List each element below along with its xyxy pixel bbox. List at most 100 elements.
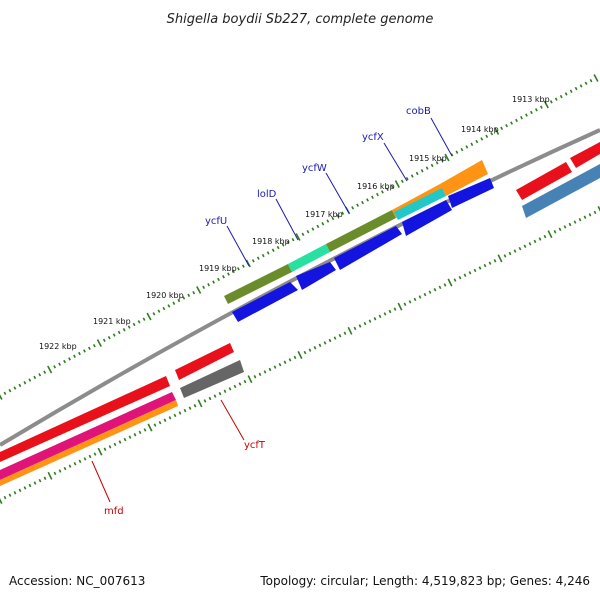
scale-tick — [460, 147, 464, 152]
scale-tick — [413, 297, 417, 302]
scale-tick — [283, 360, 287, 364]
scale-tick — [543, 100, 549, 109]
scale-tick — [318, 343, 322, 348]
scale-tick — [435, 161, 439, 165]
scale-tick — [8, 493, 12, 497]
scale-tick — [418, 295, 422, 299]
scale-tick — [573, 220, 577, 224]
scale-tick — [127, 325, 131, 329]
scale-tick — [415, 171, 419, 176]
scale-tick — [394, 180, 400, 188]
scale-tick — [152, 312, 156, 316]
scale-tick — [183, 408, 187, 413]
scale-tick — [523, 244, 527, 248]
scale-tick — [453, 278, 457, 282]
gene-cyan — [394, 188, 446, 220]
scale-tick — [397, 302, 403, 311]
scale-tick — [301, 232, 305, 237]
scale-tick — [153, 423, 157, 427]
scale-tick — [543, 234, 547, 239]
scale-tick — [163, 418, 167, 422]
scale-label: 1913 kbp — [512, 95, 550, 104]
scale-tick — [316, 224, 320, 229]
scale-tick — [47, 365, 53, 374]
scale-tick — [243, 379, 247, 384]
scale-tick — [443, 283, 447, 287]
scale-tick — [293, 355, 297, 360]
scale-tick — [497, 254, 503, 263]
scale-tick — [376, 192, 379, 197]
scale-tick — [440, 158, 444, 162]
scale-tick — [78, 459, 82, 464]
scale-tick — [518, 246, 522, 251]
scale-tick — [528, 242, 532, 246]
callout-line-ycfW — [325, 172, 350, 214]
scale-tick — [336, 214, 340, 218]
scale-tick — [313, 346, 317, 350]
scale-tick — [493, 259, 497, 263]
scale-tick — [473, 268, 477, 273]
scale-tick — [326, 219, 330, 223]
scale-label: 1917 kbp — [305, 210, 343, 219]
gene-ycfW-bar — [326, 210, 396, 252]
gene-label-ycfX: ycfX — [362, 132, 384, 143]
scale-tick — [343, 331, 347, 335]
scale-tick — [182, 296, 186, 300]
scale-tick — [510, 121, 513, 125]
scale-tick — [222, 275, 225, 279]
scale-tick — [490, 131, 494, 136]
scale-tick — [371, 195, 374, 199]
scale-tick — [423, 292, 427, 297]
scale-tick — [388, 309, 392, 314]
scale-tick — [553, 230, 557, 234]
scale-tick — [539, 105, 543, 109]
scale-tick — [564, 92, 568, 96]
scale-tick — [588, 213, 592, 217]
gene-lolD-bar — [288, 244, 330, 272]
scale-tick — [196, 286, 202, 294]
scale-tick — [128, 435, 132, 439]
scale-tick — [143, 428, 147, 432]
scale-tick — [568, 222, 572, 227]
scale-tick — [247, 375, 253, 384]
scale-tick — [444, 153, 450, 162]
callout-line-ycfX — [383, 142, 408, 182]
scale-tick — [83, 349, 86, 353]
scale-tick — [361, 200, 364, 205]
scale-tick — [268, 367, 272, 372]
scale-tick — [549, 100, 553, 104]
scale-tick — [112, 333, 116, 337]
scale-tick — [584, 81, 588, 86]
scale-tick — [483, 263, 487, 268]
outer-tick-ring — [0, 74, 599, 400]
scale-tick — [410, 174, 414, 178]
forward-strand-genes — [0, 142, 600, 462]
scale-tick — [534, 108, 538, 112]
scale-label: 1919 kbp — [199, 264, 237, 273]
scale-tick — [458, 275, 462, 280]
scale-tick — [597, 206, 600, 212]
scale-tick — [38, 478, 42, 483]
scale-tick — [428, 290, 432, 294]
scale-tick — [73, 354, 76, 358]
scale-tick — [420, 169, 424, 173]
scale-tick — [478, 266, 482, 270]
scale-tick — [273, 365, 277, 369]
scale-tick — [218, 391, 222, 396]
scale-tick — [146, 312, 152, 321]
scale-tick — [223, 389, 227, 393]
scale-tick — [58, 469, 62, 473]
scale-tick — [468, 271, 472, 275]
scale-tick — [87, 346, 91, 351]
scale-tick — [188, 406, 192, 410]
scale-tick — [311, 227, 315, 231]
scale-tick — [245, 259, 251, 268]
gene-ycfT-grey — [180, 360, 244, 398]
gene-mfd-bar-magenta — [0, 392, 176, 480]
callout-line-ycfU — [226, 225, 250, 267]
scale-tick — [271, 248, 275, 252]
scale-tick — [488, 261, 492, 265]
scale-tick — [63, 359, 66, 364]
scale-label: 1915 kbp — [409, 154, 447, 163]
